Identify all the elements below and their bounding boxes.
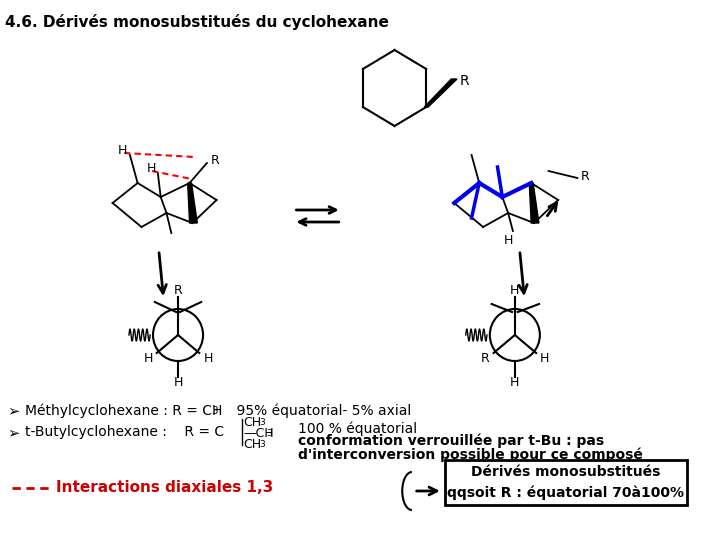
Bar <box>444 460 687 505</box>
Polygon shape <box>424 79 457 107</box>
Text: CH: CH <box>243 416 261 429</box>
Text: ➢: ➢ <box>8 425 20 440</box>
Text: 100 % équatorial: 100 % équatorial <box>298 422 418 436</box>
Text: R: R <box>211 154 220 167</box>
Text: ➢: ➢ <box>8 403 20 418</box>
Polygon shape <box>529 183 539 223</box>
Text: R: R <box>480 352 490 365</box>
Polygon shape <box>188 183 197 223</box>
Text: 3: 3 <box>211 406 217 416</box>
Text: H: H <box>174 376 183 389</box>
Text: Dérivés monosubstitués
qqsoit R : équatorial 70à100%: Dérivés monosubstitués qqsoit R : équato… <box>447 465 684 500</box>
Text: H: H <box>203 352 212 365</box>
Text: H: H <box>143 352 153 365</box>
Text: 3: 3 <box>259 440 265 449</box>
Text: H: H <box>503 234 513 247</box>
Text: 3: 3 <box>266 429 272 438</box>
Text: R: R <box>460 74 469 88</box>
Text: CH: CH <box>243 438 261 451</box>
Text: 95% équatorial- 5% axial: 95% équatorial- 5% axial <box>220 403 412 417</box>
Text: H: H <box>146 163 156 176</box>
Text: Méthylcyclohexane : R = CH: Méthylcyclohexane : R = CH <box>25 403 222 417</box>
Text: R: R <box>174 285 182 298</box>
Text: H: H <box>117 145 127 158</box>
Text: conformation verrouillée par t-Bu : pas: conformation verrouillée par t-Bu : pas <box>298 434 605 449</box>
Text: t-Butylcyclohexane :    R = C: t-Butylcyclohexane : R = C <box>25 425 224 439</box>
Text: H: H <box>510 285 520 298</box>
Text: d'interconversion possible pour ce composé: d'interconversion possible pour ce compo… <box>298 448 643 462</box>
Text: R: R <box>581 171 590 184</box>
Text: 4.6. Dérivés monosubstitués du cyclohexane: 4.6. Dérivés monosubstitués du cyclohexa… <box>5 14 389 30</box>
Text: —CH: —CH <box>243 427 274 440</box>
Text: H: H <box>540 352 549 365</box>
Text: 3: 3 <box>259 418 265 427</box>
Text: H: H <box>510 376 520 389</box>
Text: Interactions diaxiales 1,3: Interactions diaxiales 1,3 <box>56 481 273 496</box>
